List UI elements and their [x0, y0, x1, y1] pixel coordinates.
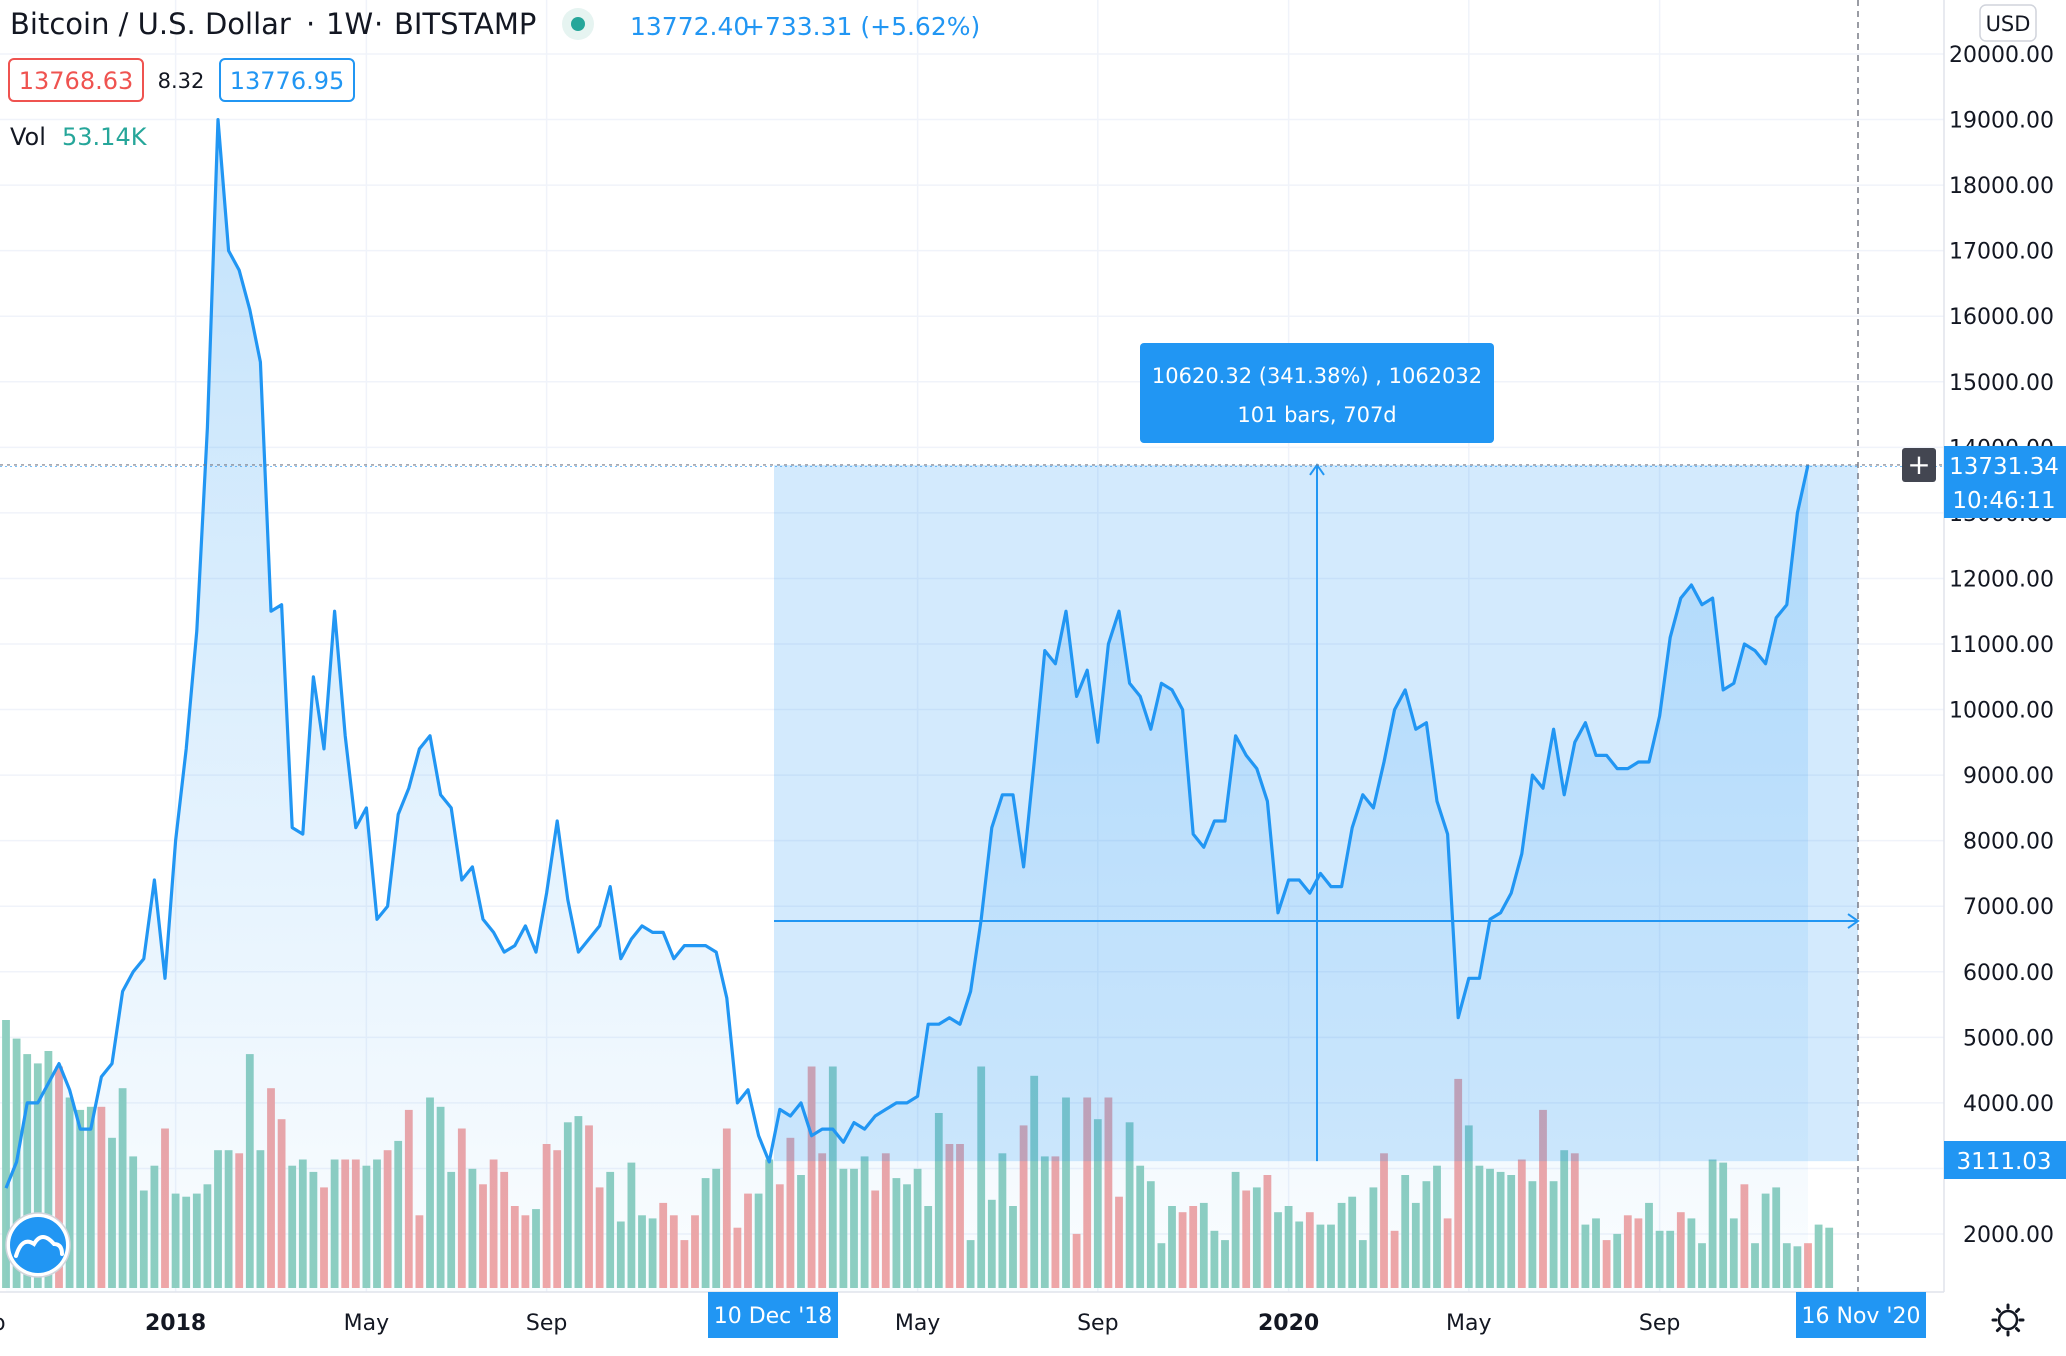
- price-tick-label: 20000.00: [1949, 43, 2054, 68]
- volume-bar-up: [1814, 1224, 1823, 1288]
- market-status-dot: [571, 17, 585, 31]
- price-tick-label: 5000.00: [1963, 1026, 2054, 1051]
- price-tick-label: 19000.00: [1949, 109, 2054, 134]
- volume-bar-up: [1825, 1227, 1834, 1288]
- measure-tooltip: 10620.32 (341.38%) , 1062032 101 bars, 7…: [1140, 343, 1494, 443]
- crosshair: [0, 0, 1944, 1292]
- price-tick-label: 9000.00: [1963, 764, 2054, 789]
- time-axis-background: [0, 1292, 2066, 1352]
- volume-label[interactable]: Vol: [10, 123, 46, 151]
- currency-button[interactable]: [1979, 4, 2037, 42]
- volume-bar-up: [2, 1020, 10, 1288]
- countdown-label-box: [1944, 482, 2066, 518]
- exchange-label[interactable]: BITSTAMP: [394, 7, 536, 41]
- spread-value: 8.32: [158, 69, 205, 93]
- add-order-button[interactable]: [1902, 448, 1936, 482]
- price-tick-label: 2000.00: [1963, 1223, 2054, 1248]
- time-tick-label: May: [895, 1311, 940, 1336]
- time-tick-label: Sep: [1639, 1311, 1680, 1336]
- price-tick-label: 18000.00: [1949, 174, 2054, 199]
- price-tick-label: 15000.00: [1949, 371, 2054, 396]
- price-tick-label: 12000.00: [1949, 567, 2054, 592]
- logo-icon[interactable]: [5, 1212, 71, 1278]
- legend-separator: ·: [374, 7, 383, 41]
- price-tick-label: 4000.00: [1963, 1092, 2054, 1117]
- measure-change-text: 10620.32 (341.38%) , 1062032: [1152, 364, 1482, 388]
- plus-icon: +: [1907, 448, 1930, 481]
- price-change: +733.31 (+5.62%): [744, 12, 980, 41]
- price-axis-background: [1944, 0, 2066, 1352]
- price-tick-label: 8000.00: [1963, 830, 2054, 855]
- time-tick-label: Sep: [526, 1311, 567, 1336]
- price-tick-label: 16000.00: [1949, 305, 2054, 330]
- legend-separator: ·: [306, 7, 315, 41]
- price-tick-label: 7000.00: [1963, 895, 2054, 920]
- last-price: 13772.40: [630, 12, 749, 41]
- measure-bars-text: 101 bars, 707d: [1237, 403, 1396, 427]
- measure-end-date: 16 Nov '20: [1802, 1304, 1921, 1329]
- interval-label[interactable]: 1W: [326, 7, 373, 41]
- symbol-legend[interactable]: Bitcoin / U.S. Dollar · 1W · BITSTAMP 13…: [8, 7, 980, 151]
- time-tick-label: Sep: [0, 1311, 6, 1336]
- time-axis[interactable]: Sep 2018 May Sep May Sep 2020 May Sep: [0, 1291, 2066, 1352]
- ask-price: 13776.95: [230, 67, 345, 95]
- price-line: [4, 118, 1810, 1189]
- ask-price-box[interactable]: [219, 58, 355, 102]
- countdown-label: 10:46:11: [1952, 488, 2055, 514]
- symbol-name[interactable]: Bitcoin / U.S. Dollar: [10, 7, 291, 41]
- measure-low-label: 3111.03: [1956, 1149, 2051, 1175]
- time-tick-label: 2020: [1258, 1311, 1319, 1336]
- price-area-fill: [6, 119, 1808, 1293]
- measure-start-date: 10 Dec '18: [714, 1304, 833, 1329]
- price-tick-label: 11000.00: [1949, 633, 2054, 658]
- price-tick-label: 10000.00: [1949, 699, 2054, 724]
- measure-low-label-box: [1944, 1141, 2066, 1179]
- measure-tooltip-box: [1140, 343, 1494, 443]
- time-tick-label: May: [344, 1311, 389, 1336]
- currency-label: USD: [1986, 12, 2031, 36]
- measure-start-date-box: [708, 1292, 838, 1338]
- measure-arrowhead-right: [1847, 913, 1860, 929]
- price-tick-label: 6000.00: [1963, 961, 2054, 986]
- time-tick-label: May: [1446, 1311, 1491, 1336]
- time-tick-label: Sep: [1077, 1311, 1118, 1336]
- price-area: [4, 118, 1810, 1293]
- volume-value: 53.14K: [62, 123, 148, 151]
- crosshair-price-label-box: [1944, 446, 2066, 484]
- settings-gear-icon[interactable]: [1991, 1303, 2025, 1337]
- crosshair-price-label: 13731.34: [1949, 454, 2059, 480]
- time-tick-label: 2018: [145, 1311, 206, 1336]
- bid-price: 13768.63: [19, 67, 134, 95]
- price-tick-label: 17000.00: [1949, 240, 2054, 265]
- measure-end-date-box: [1796, 1292, 1926, 1338]
- bid-price-box[interactable]: [8, 58, 144, 102]
